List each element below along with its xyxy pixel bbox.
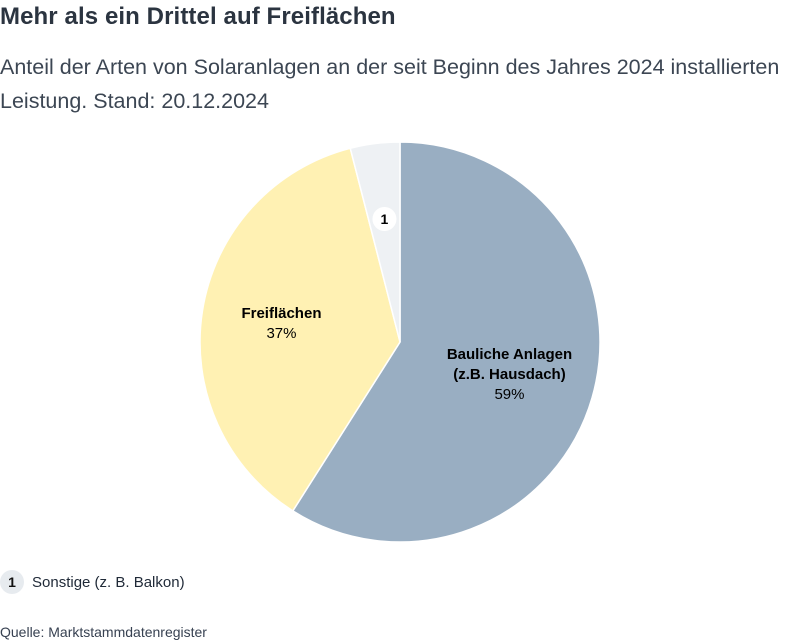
chart-title: Mehr als ein Drittel auf Freiflächen bbox=[0, 3, 396, 30]
pie-slice bbox=[199, 147, 401, 512]
chart-subtitle: Anteil der Arten von Solaranlagen an der… bbox=[0, 55, 780, 113]
slice-label: Freiflächen bbox=[241, 305, 321, 322]
slice-footnote-marker: 1 bbox=[381, 211, 389, 227]
slice-value-label: 37% bbox=[266, 325, 296, 342]
slice-value-label: 59% bbox=[494, 386, 524, 403]
footnote-marker: 1 bbox=[0, 570, 24, 594]
pie-slice bbox=[349, 141, 401, 343]
source-note: Quelle: Marktstammdatenregister bbox=[0, 624, 207, 640]
footnote: 1 Sonstige (z. B. Balkon) bbox=[0, 570, 185, 594]
slice-footnote-marker-bg bbox=[372, 206, 397, 231]
slice-label: (z.B. Hausdach) bbox=[453, 366, 566, 383]
footnote-text: Sonstige (z. B. Balkon) bbox=[32, 573, 185, 591]
slice-label: Bauliche Anlagen bbox=[447, 346, 572, 363]
pie-slice bbox=[291, 141, 601, 543]
